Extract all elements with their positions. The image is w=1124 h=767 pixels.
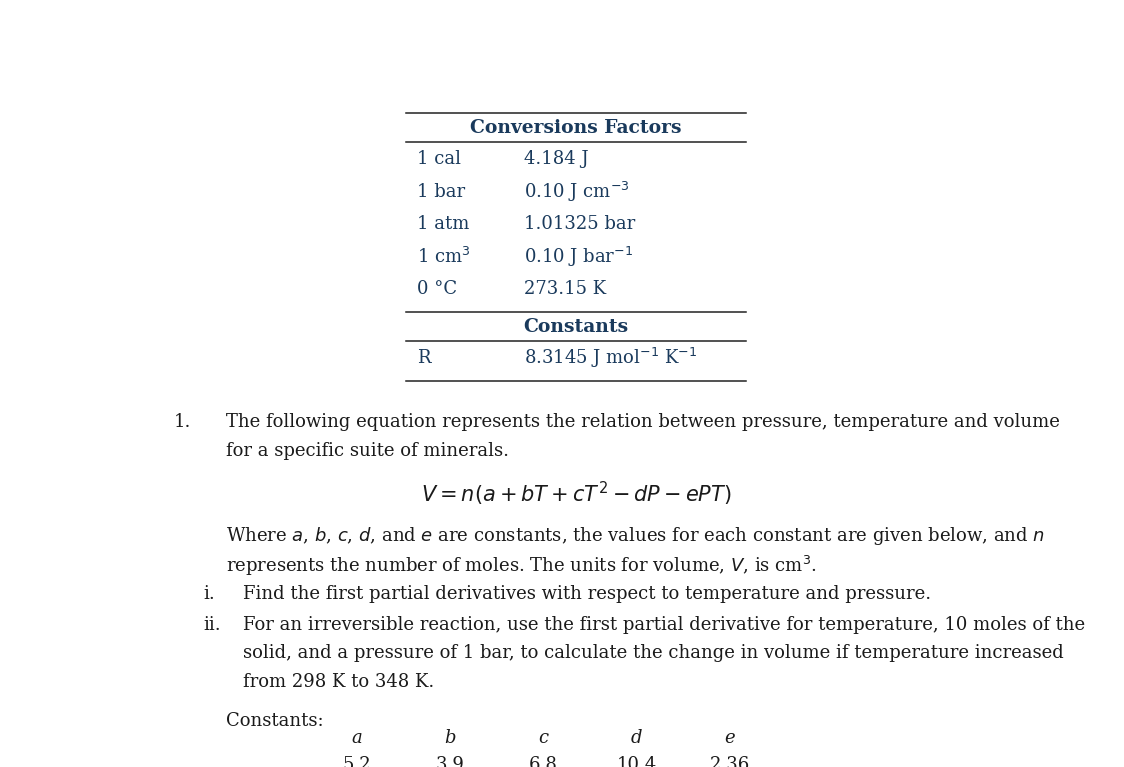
Text: R: R bbox=[417, 349, 430, 367]
Text: 1.: 1. bbox=[173, 413, 191, 431]
Text: ii.: ii. bbox=[203, 616, 220, 634]
Text: for a specific suite of minerals.: for a specific suite of minerals. bbox=[226, 442, 509, 459]
Text: For an irreversible reaction, use the first partial derivative for temperature, : For an irreversible reaction, use the fi… bbox=[243, 616, 1086, 634]
Text: Find the first partial derivatives with respect to temperature and pressure.: Find the first partial derivatives with … bbox=[243, 584, 932, 603]
Text: c: c bbox=[538, 729, 549, 747]
Text: solid, and a pressure of 1 bar, to calculate the change in volume if temperature: solid, and a pressure of 1 bar, to calcu… bbox=[243, 644, 1064, 663]
Text: 1.01325 bar: 1.01325 bar bbox=[524, 215, 635, 233]
Text: 3.9: 3.9 bbox=[436, 756, 464, 767]
Text: 273.15 K: 273.15 K bbox=[524, 280, 606, 298]
Text: 6.8: 6.8 bbox=[529, 756, 558, 767]
Text: 8.3145 J mol$^{-1}$ K$^{-1}$: 8.3145 J mol$^{-1}$ K$^{-1}$ bbox=[524, 346, 697, 370]
Text: Conversions Factors: Conversions Factors bbox=[470, 119, 682, 137]
Text: 5.2: 5.2 bbox=[343, 756, 371, 767]
Text: 1 cm$^3$: 1 cm$^3$ bbox=[417, 246, 470, 267]
Text: 0.10 J bar$^{-1}$: 0.10 J bar$^{-1}$ bbox=[524, 245, 633, 268]
Text: Constants: Constants bbox=[524, 318, 628, 336]
Text: d: d bbox=[631, 729, 642, 747]
Text: a: a bbox=[352, 729, 362, 747]
Text: 1 bar: 1 bar bbox=[417, 183, 464, 201]
Text: $V = n(a + bT + cT^2 - dP - ePT)$: $V = n(a + bT + cT^2 - dP - ePT)$ bbox=[420, 480, 732, 509]
Text: 1 cal: 1 cal bbox=[417, 150, 461, 168]
Text: e: e bbox=[725, 729, 735, 747]
Text: i.: i. bbox=[203, 584, 215, 603]
Text: 10.4: 10.4 bbox=[616, 756, 656, 767]
Text: represents the number of moles. The units for volume, $V$, is cm$^3$.: represents the number of moles. The unit… bbox=[226, 554, 817, 578]
Text: 0 °C: 0 °C bbox=[417, 280, 456, 298]
Text: The following equation represents the relation between pressure, temperature and: The following equation represents the re… bbox=[226, 413, 1060, 431]
Text: 0.10 J cm$^{-3}$: 0.10 J cm$^{-3}$ bbox=[524, 179, 629, 204]
Text: Constants:: Constants: bbox=[226, 713, 324, 730]
Text: from 298 K to 348 K.: from 298 K to 348 K. bbox=[243, 673, 435, 691]
Text: b: b bbox=[444, 729, 456, 747]
Text: 1 atm: 1 atm bbox=[417, 215, 469, 233]
Text: 4.184 J: 4.184 J bbox=[524, 150, 588, 168]
Text: 2.36: 2.36 bbox=[709, 756, 750, 767]
Text: Where $a$, $b$, $c$, $d$, and $e$ are constants, the values for each constant ar: Where $a$, $b$, $c$, $d$, and $e$ are co… bbox=[226, 525, 1045, 548]
